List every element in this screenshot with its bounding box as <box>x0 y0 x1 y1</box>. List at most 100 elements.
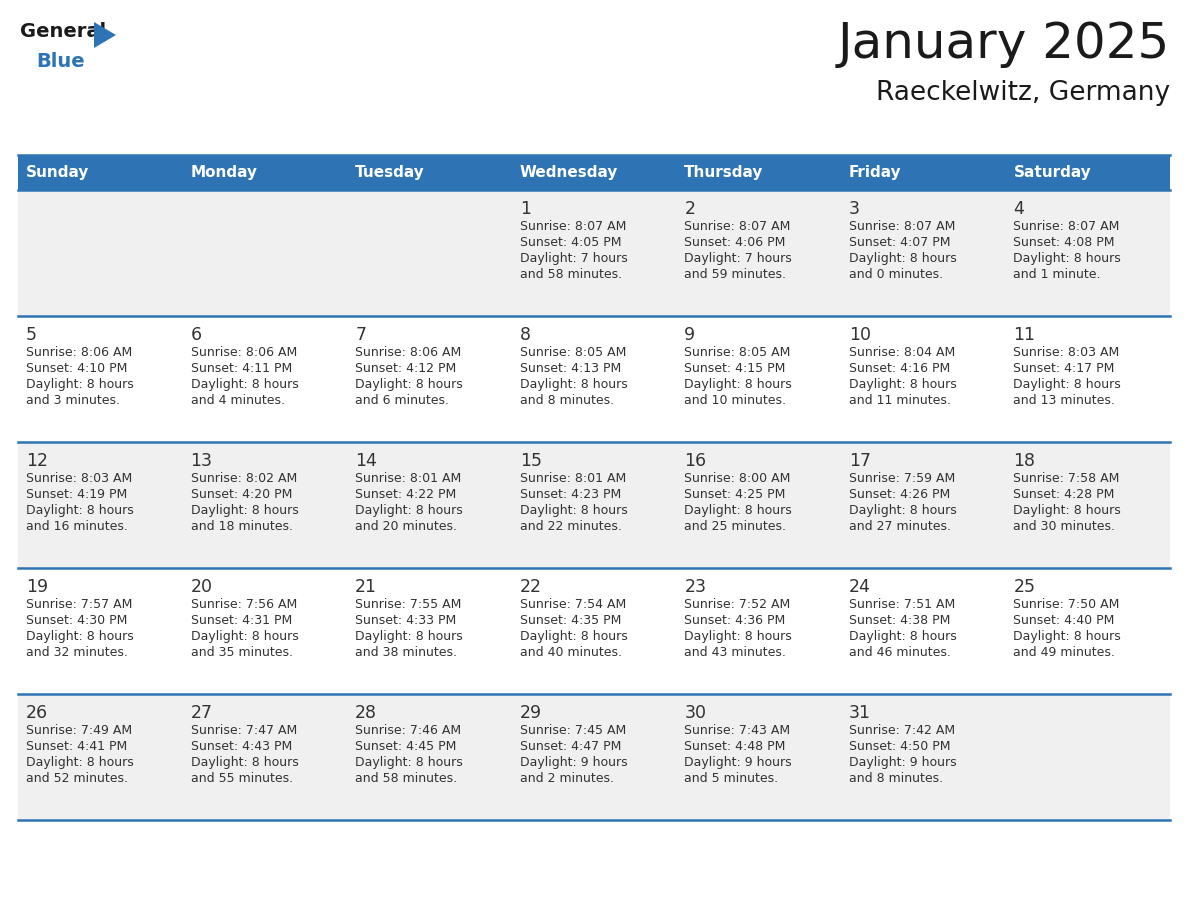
Text: Sunrise: 7:56 AM: Sunrise: 7:56 AM <box>190 598 297 611</box>
Text: Sunrise: 8:03 AM: Sunrise: 8:03 AM <box>26 472 132 485</box>
Text: Sunrise: 8:06 AM: Sunrise: 8:06 AM <box>26 346 132 359</box>
Text: General: General <box>20 22 106 41</box>
Text: Sunset: 4:12 PM: Sunset: 4:12 PM <box>355 362 456 375</box>
Text: and 43 minutes.: and 43 minutes. <box>684 646 786 659</box>
Bar <box>183 316 347 442</box>
Text: Raeckelwitz, Germany: Raeckelwitz, Germany <box>876 80 1170 106</box>
Text: Daylight: 8 hours: Daylight: 8 hours <box>1013 630 1121 643</box>
Text: 25: 25 <box>1013 578 1036 596</box>
Text: Sunset: 4:31 PM: Sunset: 4:31 PM <box>190 614 292 627</box>
Text: Sunrise: 7:57 AM: Sunrise: 7:57 AM <box>26 598 132 611</box>
Text: and 38 minutes.: and 38 minutes. <box>355 646 457 659</box>
Text: Sunset: 4:08 PM: Sunset: 4:08 PM <box>1013 236 1114 249</box>
Text: Sunrise: 7:59 AM: Sunrise: 7:59 AM <box>849 472 955 485</box>
Text: and 1 minute.: and 1 minute. <box>1013 268 1101 281</box>
Text: Sunset: 4:06 PM: Sunset: 4:06 PM <box>684 236 785 249</box>
Text: 27: 27 <box>190 704 213 722</box>
Text: 23: 23 <box>684 578 707 596</box>
Text: Friday: Friday <box>849 165 902 180</box>
Text: Daylight: 8 hours: Daylight: 8 hours <box>684 504 792 517</box>
Text: Monday: Monday <box>190 165 258 180</box>
Bar <box>841 442 1005 568</box>
Text: Sunset: 4:40 PM: Sunset: 4:40 PM <box>1013 614 1114 627</box>
Text: 15: 15 <box>519 452 542 470</box>
Text: Sunday: Sunday <box>26 165 89 180</box>
Text: and 6 minutes.: and 6 minutes. <box>355 394 449 407</box>
Text: 21: 21 <box>355 578 377 596</box>
Text: Sunset: 4:22 PM: Sunset: 4:22 PM <box>355 488 456 501</box>
Text: Daylight: 8 hours: Daylight: 8 hours <box>849 630 956 643</box>
Text: Sunrise: 7:54 AM: Sunrise: 7:54 AM <box>519 598 626 611</box>
Text: and 55 minutes.: and 55 minutes. <box>190 772 292 785</box>
Text: Sunrise: 8:05 AM: Sunrise: 8:05 AM <box>519 346 626 359</box>
Text: 28: 28 <box>355 704 377 722</box>
Text: Sunset: 4:26 PM: Sunset: 4:26 PM <box>849 488 950 501</box>
Text: Thursday: Thursday <box>684 165 764 180</box>
Text: Sunset: 4:25 PM: Sunset: 4:25 PM <box>684 488 785 501</box>
Bar <box>512 568 676 694</box>
Text: and 49 minutes.: and 49 minutes. <box>1013 646 1116 659</box>
Bar <box>347 568 512 694</box>
Text: Sunset: 4:17 PM: Sunset: 4:17 PM <box>1013 362 1114 375</box>
Bar <box>183 694 347 820</box>
Text: and 32 minutes.: and 32 minutes. <box>26 646 128 659</box>
Bar <box>841 190 1005 316</box>
Bar <box>347 694 512 820</box>
Text: 7: 7 <box>355 326 366 344</box>
Text: Daylight: 8 hours: Daylight: 8 hours <box>519 378 627 391</box>
Text: Daylight: 8 hours: Daylight: 8 hours <box>190 504 298 517</box>
Text: and 13 minutes.: and 13 minutes. <box>1013 394 1116 407</box>
Text: and 25 minutes.: and 25 minutes. <box>684 520 786 533</box>
Text: Daylight: 8 hours: Daylight: 8 hours <box>1013 378 1121 391</box>
Bar <box>183 155 347 190</box>
Text: and 40 minutes.: and 40 minutes. <box>519 646 621 659</box>
Bar <box>183 190 347 316</box>
Bar <box>676 568 841 694</box>
Bar <box>1005 190 1170 316</box>
Text: Daylight: 9 hours: Daylight: 9 hours <box>849 756 956 769</box>
Text: Saturday: Saturday <box>1013 165 1092 180</box>
Text: January 2025: January 2025 <box>838 20 1170 68</box>
Bar <box>1005 316 1170 442</box>
Text: and 27 minutes.: and 27 minutes. <box>849 520 950 533</box>
Text: Sunrise: 8:07 AM: Sunrise: 8:07 AM <box>519 220 626 233</box>
Text: and 16 minutes.: and 16 minutes. <box>26 520 128 533</box>
Text: 22: 22 <box>519 578 542 596</box>
Text: Blue: Blue <box>36 52 84 71</box>
Text: Sunrise: 7:45 AM: Sunrise: 7:45 AM <box>519 724 626 737</box>
Text: Sunrise: 8:02 AM: Sunrise: 8:02 AM <box>190 472 297 485</box>
Text: and 4 minutes.: and 4 minutes. <box>190 394 285 407</box>
Bar <box>676 316 841 442</box>
Bar <box>676 442 841 568</box>
Bar <box>1005 694 1170 820</box>
Text: Daylight: 8 hours: Daylight: 8 hours <box>849 378 956 391</box>
Text: Sunset: 4:35 PM: Sunset: 4:35 PM <box>519 614 621 627</box>
Text: 8: 8 <box>519 326 531 344</box>
Text: Sunrise: 8:07 AM: Sunrise: 8:07 AM <box>849 220 955 233</box>
Text: Sunset: 4:07 PM: Sunset: 4:07 PM <box>849 236 950 249</box>
Text: 29: 29 <box>519 704 542 722</box>
Text: Sunset: 4:13 PM: Sunset: 4:13 PM <box>519 362 621 375</box>
Bar <box>512 190 676 316</box>
Text: Sunrise: 7:52 AM: Sunrise: 7:52 AM <box>684 598 790 611</box>
Text: Sunset: 4:20 PM: Sunset: 4:20 PM <box>190 488 292 501</box>
Text: 1: 1 <box>519 200 531 218</box>
Bar <box>347 316 512 442</box>
Text: and 11 minutes.: and 11 minutes. <box>849 394 950 407</box>
Bar <box>183 568 347 694</box>
Text: Sunset: 4:16 PM: Sunset: 4:16 PM <box>849 362 950 375</box>
Text: Sunset: 4:48 PM: Sunset: 4:48 PM <box>684 740 785 753</box>
Bar <box>18 155 183 190</box>
Text: Sunrise: 8:07 AM: Sunrise: 8:07 AM <box>1013 220 1120 233</box>
Text: Sunrise: 7:47 AM: Sunrise: 7:47 AM <box>190 724 297 737</box>
Text: Sunrise: 7:49 AM: Sunrise: 7:49 AM <box>26 724 132 737</box>
Text: and 18 minutes.: and 18 minutes. <box>190 520 292 533</box>
Text: Daylight: 8 hours: Daylight: 8 hours <box>355 378 463 391</box>
Text: Sunset: 4:38 PM: Sunset: 4:38 PM <box>849 614 950 627</box>
Bar <box>347 155 512 190</box>
Text: Daylight: 8 hours: Daylight: 8 hours <box>190 630 298 643</box>
Bar <box>347 190 512 316</box>
Text: Daylight: 8 hours: Daylight: 8 hours <box>1013 504 1121 517</box>
Text: Daylight: 8 hours: Daylight: 8 hours <box>26 630 134 643</box>
Text: Tuesday: Tuesday <box>355 165 425 180</box>
